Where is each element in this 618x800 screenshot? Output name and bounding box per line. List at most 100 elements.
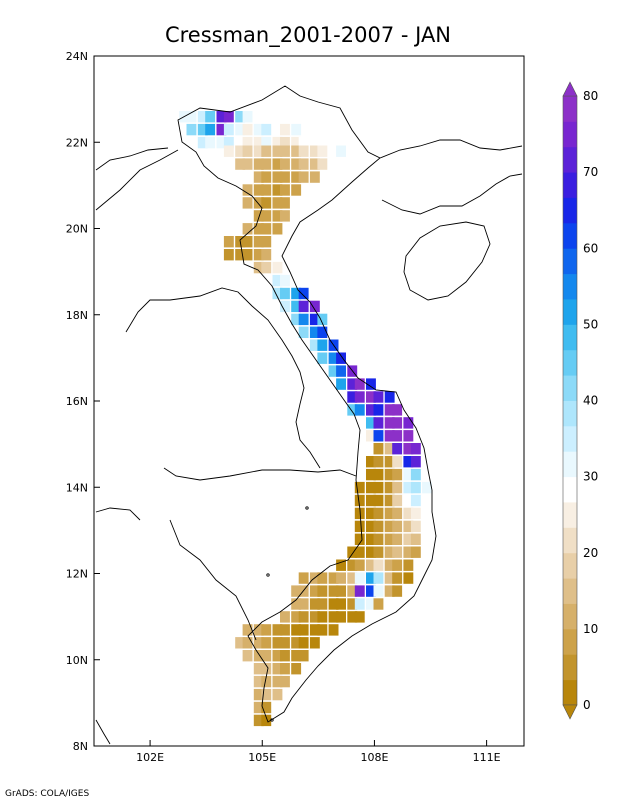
x-tick-label: 102E <box>136 751 164 764</box>
data-cell <box>317 572 328 584</box>
data-cell <box>373 417 384 429</box>
colorbar-label: 10 <box>583 622 598 636</box>
data-cell <box>354 507 365 520</box>
cambodia-border <box>169 519 257 641</box>
data-cell <box>291 650 302 662</box>
data-cell <box>410 443 421 455</box>
data-cell <box>280 184 290 196</box>
data-cell <box>366 507 376 520</box>
data-cell <box>280 675 290 688</box>
data-cell <box>384 520 395 533</box>
data-cell <box>280 624 290 636</box>
data-cell <box>261 158 272 170</box>
data-cell <box>298 326 309 338</box>
data-cell <box>280 197 290 209</box>
data-cell <box>223 136 234 149</box>
data-cell <box>309 171 320 183</box>
data-cell <box>366 572 376 584</box>
data-cell <box>410 533 421 545</box>
data-cell <box>261 197 272 209</box>
data-cell <box>242 223 253 235</box>
data-cell <box>392 559 403 571</box>
data-cell <box>403 520 414 533</box>
data-cell <box>280 650 290 662</box>
data-cell <box>280 663 290 675</box>
data-cell <box>235 145 246 157</box>
data-cell <box>242 136 253 149</box>
x-tick-label: 108E <box>360 751 388 764</box>
data-cell <box>410 468 421 481</box>
data-cell <box>403 546 414 558</box>
data-cell <box>298 624 309 636</box>
data-cell <box>242 111 253 123</box>
data-cell <box>223 111 234 123</box>
data-cell <box>392 572 403 584</box>
data-cell <box>242 249 253 261</box>
data-cell <box>272 624 283 636</box>
data-cell <box>373 494 384 507</box>
data-cell <box>291 171 302 183</box>
data-cell <box>253 637 264 649</box>
data-cell <box>392 456 403 468</box>
colorbar-segment <box>563 425 577 452</box>
data-cell <box>403 572 414 584</box>
y-tick-label: 18N <box>66 309 88 322</box>
thai-coast <box>95 507 141 745</box>
data-cell <box>317 611 328 623</box>
data-cell <box>216 123 227 136</box>
data-cell <box>336 572 346 584</box>
data-cell <box>298 611 309 623</box>
colorbar-segment <box>563 451 577 478</box>
data-cell <box>253 184 264 196</box>
data-cell <box>317 339 328 351</box>
data-cell <box>280 171 290 183</box>
colorbar-segment <box>563 324 577 351</box>
data-cell <box>384 456 395 468</box>
data-cell <box>403 443 414 455</box>
colorbar-segment <box>563 679 577 706</box>
data-cell <box>272 688 283 701</box>
data-cell <box>280 136 290 149</box>
data-cell <box>298 650 309 662</box>
data-cell <box>328 365 339 377</box>
data-cell <box>373 430 384 442</box>
data-cell <box>253 145 264 157</box>
data-cell <box>261 171 272 183</box>
colorbar-segment <box>563 299 577 325</box>
colorbar-segment <box>563 527 577 554</box>
colorbar-segment <box>563 121 577 148</box>
data-cell <box>336 585 346 597</box>
colorbar-label: 80 <box>583 89 598 103</box>
data-cell <box>392 494 403 507</box>
data-cell <box>392 404 403 416</box>
data-cell <box>272 184 283 196</box>
data-cell <box>354 417 365 429</box>
data-cell <box>317 326 328 338</box>
colorbar-segment <box>563 552 577 579</box>
colorbar-segment <box>563 197 577 224</box>
data-cell <box>291 611 302 623</box>
data-cell <box>317 352 328 364</box>
y-tick-label: 8N <box>73 740 88 753</box>
data-cell <box>384 559 395 571</box>
data-cell <box>366 520 376 533</box>
data-cell <box>272 223 283 235</box>
data-cell <box>291 158 302 170</box>
data-cell <box>384 443 395 455</box>
data-cell <box>347 391 358 403</box>
data-cell <box>272 171 283 183</box>
data-cell <box>373 456 384 468</box>
data-cell <box>261 136 272 149</box>
data-cell <box>261 261 272 274</box>
data-cell <box>422 481 432 494</box>
data-cell <box>366 417 376 429</box>
data-cell <box>403 559 414 571</box>
data-cell <box>261 714 272 727</box>
data-cell <box>384 391 395 403</box>
data-cell <box>253 701 264 714</box>
data-cell <box>261 675 272 688</box>
data-cell <box>197 123 208 136</box>
data-cell <box>235 111 246 123</box>
data-cell <box>384 468 395 481</box>
